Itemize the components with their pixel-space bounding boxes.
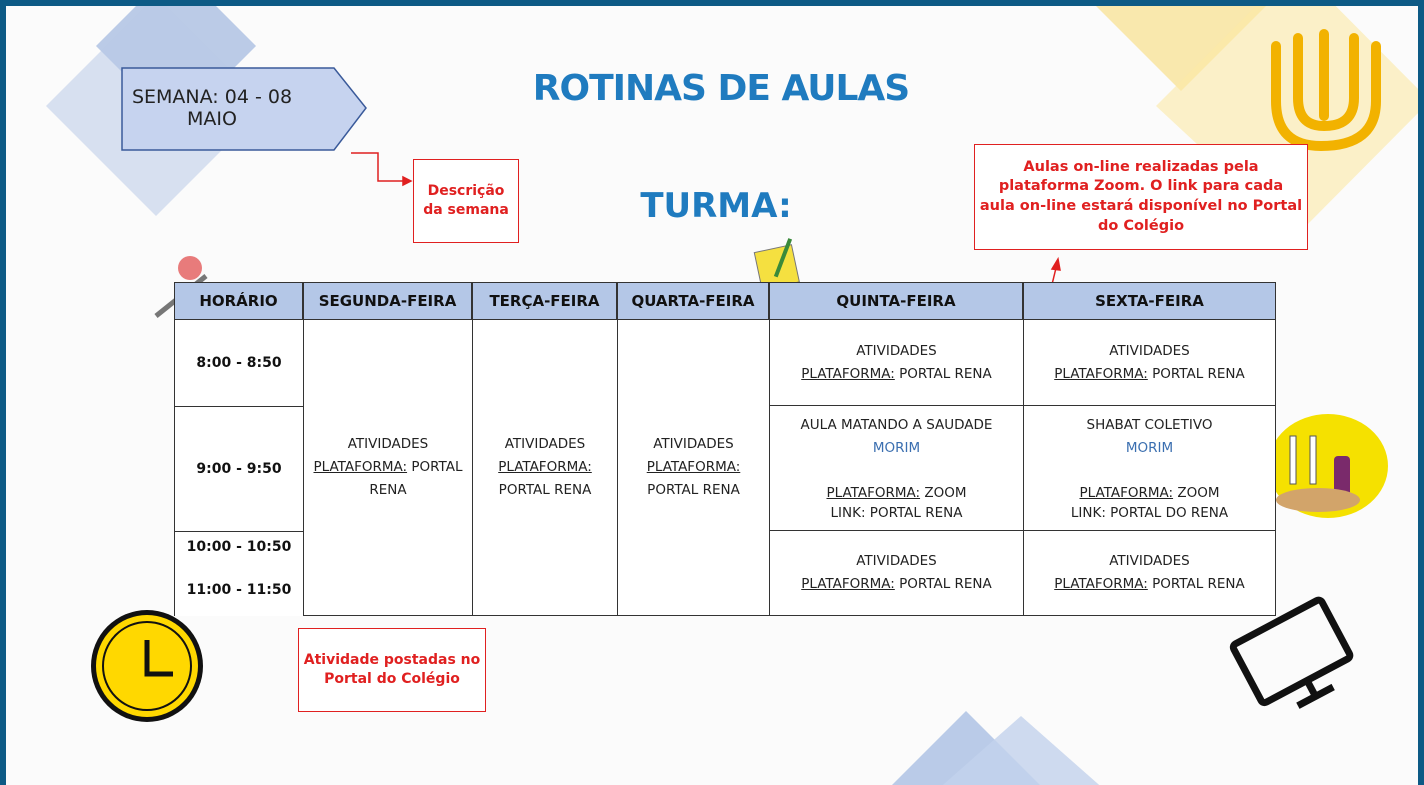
platform-label: PLATAFORMA: [801,366,895,382]
platform-value: PORTAL RENA [498,481,592,498]
platform-label: PLATAFORMA: [313,459,408,476]
activity-title: ATIVIDADES [504,436,586,453]
activity-title: ATIVIDADES [653,436,734,453]
platform-label: PLATAFORMA: [801,576,895,592]
platform-value: PORTAL RENA [647,481,740,498]
title: ROTINAS DE AULAS [532,68,910,109]
row-divider [174,406,304,407]
row-divider [174,531,304,532]
week-label: SEMANA: 04 - 08 MAIO [131,86,293,130]
platform-line: PLATAFORMA: ZOOM [1079,482,1219,505]
activity-title: ATIVIDADES [347,436,429,453]
platform-value: PORTAL RENA [1152,576,1245,592]
online-note: Aulas on-line realizadas pela plataforma… [974,144,1308,250]
platform-label: PLATAFORMA: [1079,485,1174,502]
platform-label: PLATAFORMA: [1054,576,1148,592]
platform-label: PLATAFORMA: [498,459,592,476]
schedule-cell: SHABAT COLETIVO MORIM PLATAFORMA: ZOOM LINK… [1023,405,1276,532]
column-header: QUARTA-FEIRA [617,282,769,320]
platform-value: PORTAL RENA [1152,366,1245,382]
platform-line: PLATAFORMA: PORTAL RENA [624,456,763,502]
column-header: TERÇA-FEIRA [472,282,617,320]
schedule-cell: ATIVIDADES PLATAFORMA: PORTAL RENA [769,530,1024,616]
class-label: TURMA: [640,186,792,226]
platform-value: ZOOM [1177,485,1220,502]
platform-line: PLATAFORMA: PORTAL RENA [801,573,992,596]
schedule-cell: ATIVIDADES PLATAFORMA: PORTAL RENA [1023,530,1276,616]
schedule-cell: ATIVIDADES PLATAFORMA: PORTAL RENA [303,319,473,616]
platform-value: PORTAL RENA [899,576,992,592]
platform-value: PORTAL RENA [899,366,992,382]
platform-line: PLATAFORMA: PORTAL RENA [479,456,611,502]
teacher: MORIM [1125,440,1174,457]
activity-title: ATIVIDADES [856,343,937,360]
schedule-cell: ATIVIDADES PLATAFORMA: PORTAL RENA [769,319,1024,407]
platform-value: PORTAL RENA [369,459,463,498]
link: LINK: PORTAL DO RENA [1070,505,1229,522]
platform-line: PLATAFORMA: ZOOM [826,482,966,505]
platform-line: PLATAFORMA: PORTAL RENA [801,363,992,386]
platform-label: PLATAFORMA: [826,485,921,502]
schedule-table: HORÁRIO SEGUNDA-FEIRA TERÇA-FEIRA QUARTA-FE… [174,282,1276,616]
time-label: 9:00 - 9:50 [175,406,303,531]
activity-title: SHABAT COLETIVO [1086,417,1213,434]
platform-line: PLATAFORMA: PORTAL RENA [310,456,466,502]
time-label: 11:00 - 11:50 [175,563,303,616]
activity-title: ATIVIDADES [1109,553,1190,570]
column-header: QUINTA-FEIRA [769,282,1023,320]
activity-title: ATIVIDADES [1109,343,1190,360]
platform-value: ZOOM [924,485,967,502]
column-header: SEGUNDA-FEIRA [303,282,472,320]
teacher: MORIM [872,440,921,457]
activity-title: AULA MATANDO A SAUDADE [800,417,993,434]
time-label: 10:00 - 10:50 [175,531,303,563]
schedule-cell: ATIVIDADES PLATAFORMA: PORTAL RENA [472,319,618,616]
schedule-cell: ATIVIDADES PLATAFORMA: PORTAL RENA [1023,319,1276,407]
column-header: SEXTA-FEIRA [1023,282,1276,320]
platform-label: PLATAFORMA: [1054,366,1148,382]
platform-line: PLATAFORMA: PORTAL RENA [1054,573,1245,596]
schedule-cell: ATIVIDADES PLATAFORMA: PORTAL RENA [617,319,770,616]
link: LINK: PORTAL RENA [830,505,963,522]
posted-note: Atividade postadas no Portal do Colégio [298,628,486,712]
decoration [46,6,1418,785]
platform-line: PLATAFORMA: PORTAL RENA [1054,363,1245,386]
time-label: 8:00 - 8:50 [175,320,303,406]
column-header: HORÁRIO [174,282,303,320]
week-note: Descrição da semana [413,159,519,243]
schedule-cell: AULA MATANDO A SAUDADE MORIM PLATAFORMA: Z… [769,405,1024,532]
platform-label: PLATAFORMA: [646,459,741,476]
activity-title: ATIVIDADES [856,553,937,570]
